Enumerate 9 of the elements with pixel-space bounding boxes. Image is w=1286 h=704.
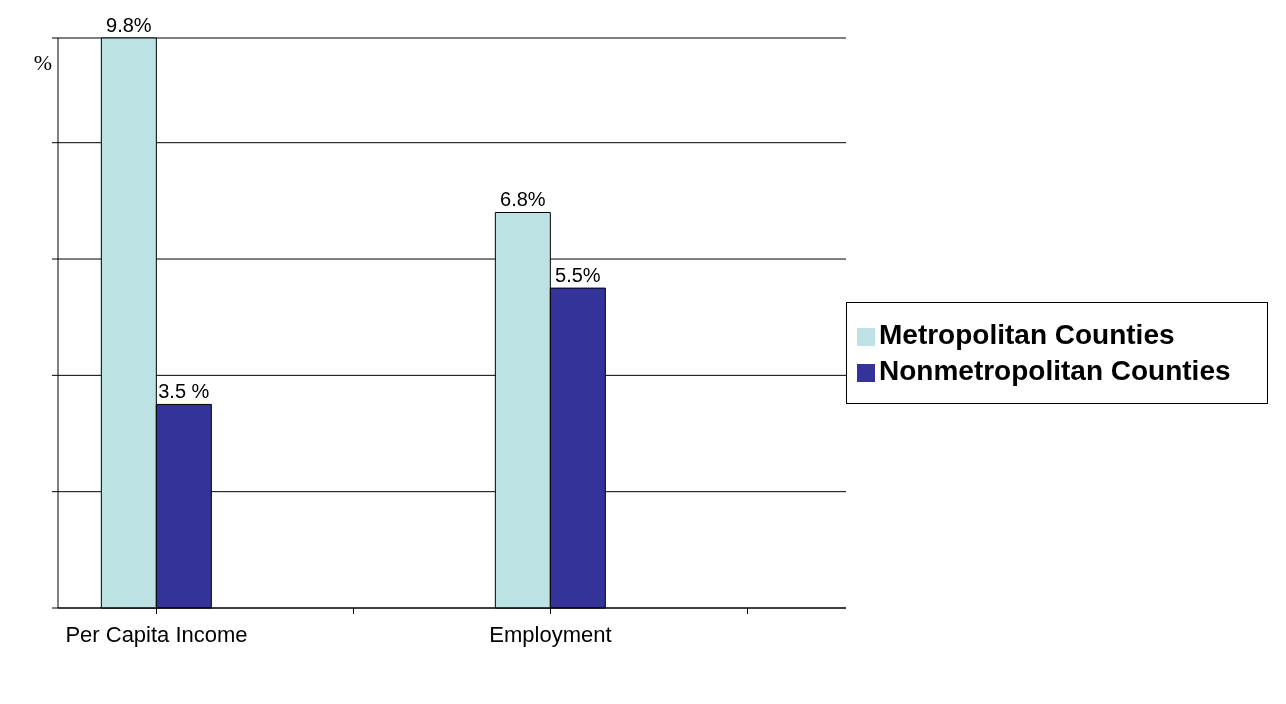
data-label: 3.5 % bbox=[158, 380, 210, 403]
data-label: 6.8% bbox=[500, 188, 546, 211]
x-tick-label: Per Capita Income bbox=[65, 621, 248, 647]
legend-label: Nonmetropolitan Counties bbox=[879, 355, 1231, 386]
data-label: 9.8% bbox=[106, 14, 152, 36]
legend-label: Metropolitan Counties bbox=[879, 319, 1175, 350]
x-tick-label: Employment bbox=[489, 621, 612, 647]
data-label: 5.5% bbox=[555, 264, 601, 287]
y-axis-title: % bbox=[33, 50, 52, 75]
